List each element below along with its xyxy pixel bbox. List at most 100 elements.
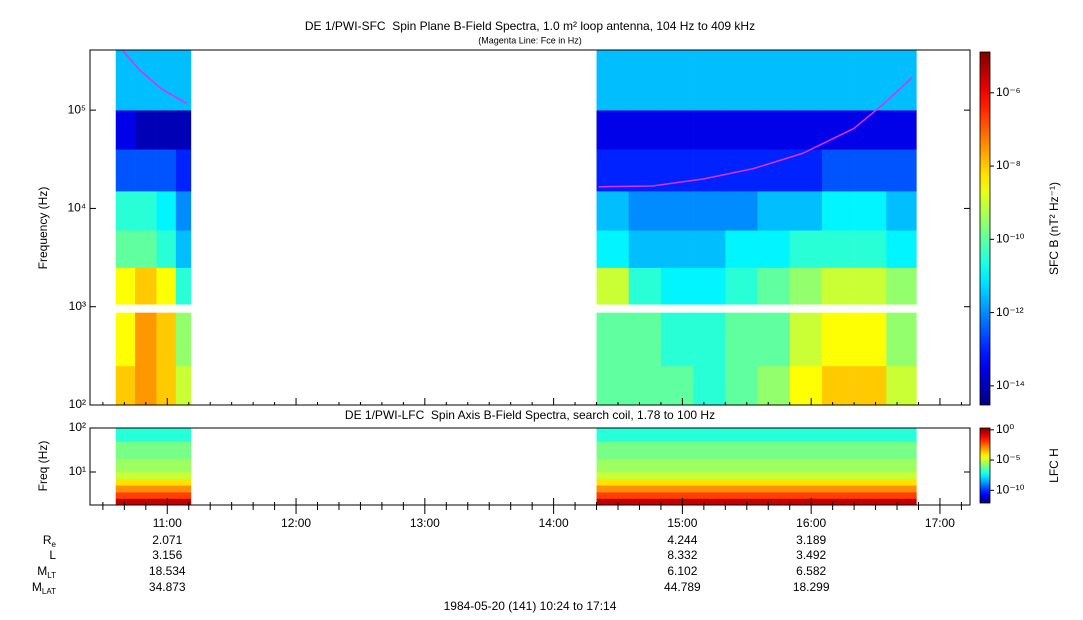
ephemeris-value: 2.071 [152,533,182,547]
spectrogram-cell [693,267,726,305]
spectrogram-cell [789,50,823,111]
spectrogram-cell [156,312,177,367]
spectrogram-cell [596,498,917,506]
ephemeris-value: 4.244 [667,533,697,547]
ephemeris-label-main: R [43,533,52,547]
spectrogram-cell [628,50,662,111]
spectrogram-cell [821,50,855,111]
spectrogram-cell [757,191,791,231]
spectrogram-cell [115,312,136,367]
spectrogram-cell [175,267,192,305]
spectrogram-cell [660,365,694,406]
spectrogram-cell [115,441,192,460]
spectrogram-cell [886,312,917,367]
colorbar [979,51,991,406]
spectrogram-cell [115,492,192,499]
spectrogram-cell [757,312,791,367]
spectrogram-cell [628,230,662,268]
spectrogram-cell [175,149,192,192]
spectrogram-cell [135,312,157,367]
spectrogram-cell [596,149,630,192]
spectrogram-cell [757,230,791,268]
spectrogram-cell [821,191,855,231]
spectrogram-cell [596,50,630,111]
spectrogram-cell [115,428,192,442]
ephemeris-value: 6.582 [796,564,826,578]
spectrogram-cell [135,365,157,406]
y-tick-label: 10⁵ [68,102,86,116]
spectrogram-cell [886,230,917,268]
colorbar [979,427,991,504]
spectrogram-cell [175,365,192,406]
colorbar-label: LFC H [1047,448,1061,483]
spectrogram-cell [115,50,136,111]
spectrogram-cell [693,230,726,268]
spectrogram-cell [596,312,630,367]
spectrogram-cell [596,485,917,493]
y-tick-label: 10³ [69,299,86,313]
spectrogram-cell [156,191,177,231]
plot-frame [89,427,971,506]
colorbar-tick-label: 10⁰ [996,422,1014,436]
y-tick-label: 10⁴ [67,201,86,215]
ephemeris-label: MLAT [32,580,56,596]
spectrogram-cell [628,365,662,406]
spectrogram-cell [693,191,726,231]
spectrogram-cell [886,191,917,231]
spectrogram-cell [660,50,694,111]
spectrogram-cell [175,50,192,111]
spectrogram-cell [886,110,917,150]
spectrogram-cell [135,110,157,150]
spectrogram-cell [693,50,726,111]
x-tick-label: 17:00 [925,516,955,530]
spectrogram-cell [175,110,192,150]
chart-title: DE 1/PWI-SFC Spin Plane B-Field Spectra,… [305,19,755,33]
spectrogram-cell [135,191,157,231]
x-tick-label: 13:00 [410,516,440,530]
spectrogram-cell [821,365,855,406]
ephemeris-value: 44.789 [664,580,701,594]
spectrogram-cell [854,365,887,406]
spectrogram-cell [854,149,887,192]
spectrogram-cell [693,149,726,192]
spectrogram-cell [596,267,630,305]
spectrogram-cell [175,191,192,231]
y-tick-label: 10² [69,420,86,434]
y-tick-label: 10¹ [69,464,86,478]
spectrogram-cell [757,149,791,192]
colorbar-tick-label: 10⁻⁵ [996,452,1021,466]
ephemeris-value: 3.156 [152,548,182,562]
spectrogram-cell [757,50,791,111]
spectrogram-cell [135,230,157,268]
spectrogram-cell [115,110,136,150]
spectrogram-cell [854,230,887,268]
ephemeris-label-sub: e [52,540,57,549]
spectrogram-cell [628,149,662,192]
spectrogram-cell [854,191,887,231]
spectrogram-cell [115,498,192,506]
colorbar-label: SFC B (nT² Hz⁻¹) [1047,182,1061,275]
spectrogram-cell [115,191,136,231]
fce-line [121,49,187,105]
spectrogram-cell [156,230,177,268]
spectrogram-cell [821,149,855,192]
spectrogram-cell [115,485,192,493]
spectrogram-cell [156,110,177,150]
spectrogram-cell [693,365,726,406]
spectrogram-cell [660,230,694,268]
spectrogram-cell [789,267,823,305]
spectrogram-cell [886,50,917,111]
spectrogram-cell [660,110,694,150]
spectrogram-cell [789,365,823,406]
colorbar-tick-label: 10⁻¹² [996,305,1024,319]
y-axis-label: Frequency (Hz) [36,187,50,270]
spectrogram-cell [693,110,726,150]
spectrogram-cell [115,365,136,406]
spectrogram-cell [757,267,791,305]
ephemeris-value: 3.189 [796,533,826,547]
spectrogram-cell [854,110,887,150]
y-tick-label: 10² [69,397,86,411]
x-tick-label: 11:00 [153,516,182,530]
footer: 1984-05-20 (141) 10:24 to 17:14 [444,599,617,613]
